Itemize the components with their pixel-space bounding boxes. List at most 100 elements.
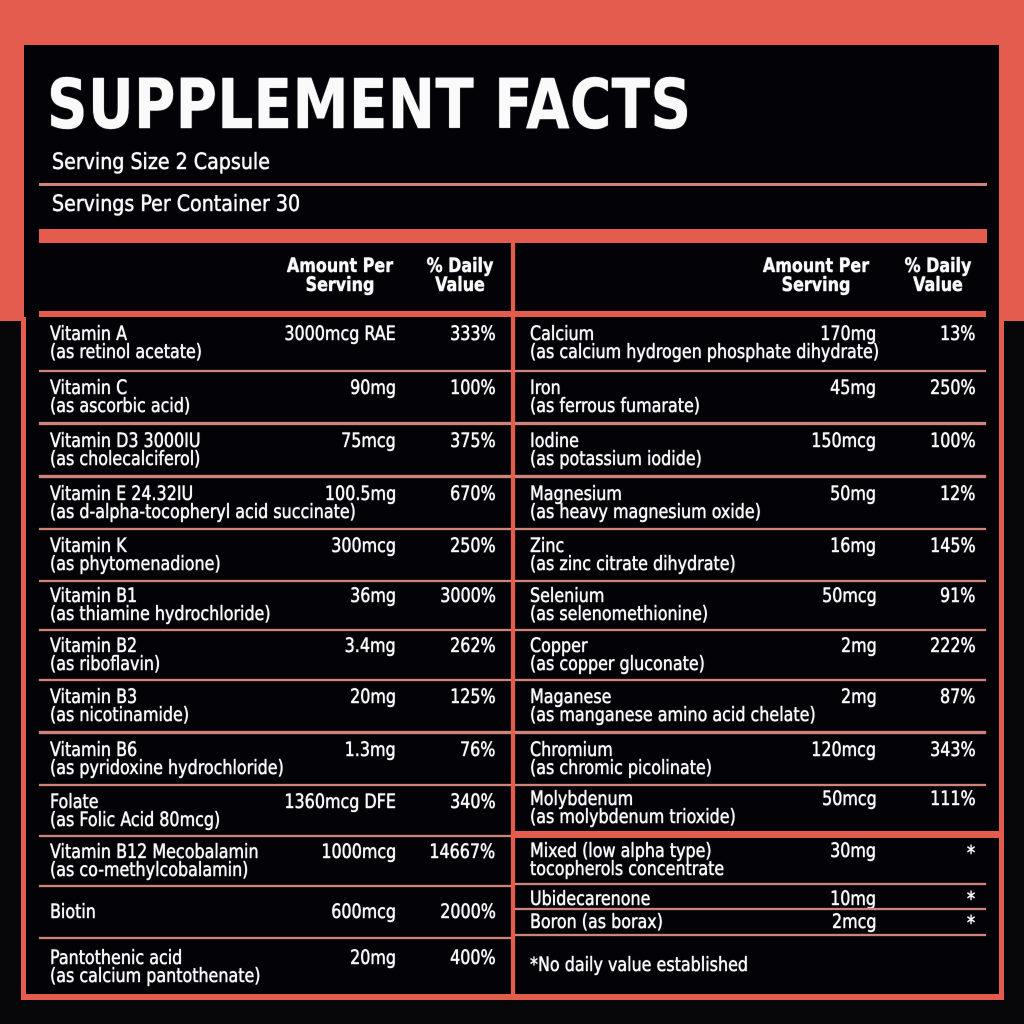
nutrient-name: Vitamin B2 bbox=[50, 634, 138, 657]
row-divider bbox=[38, 528, 511, 531]
nutrient-source: (as heavy magnesium oxide) bbox=[529, 499, 761, 523]
row-divider bbox=[38, 731, 511, 734]
nutrient-daily-value: 400% bbox=[449, 945, 496, 969]
nutrient-daily-value: * bbox=[966, 911, 976, 936]
nutrient-name: Zinc bbox=[529, 533, 565, 557]
nutrient-source: (as Folic Acid 80mcg) bbox=[50, 807, 221, 831]
nutrient-amount: 50mcg bbox=[821, 787, 877, 811]
row-divider bbox=[38, 884, 511, 887]
nutrient-daily-value: 87% bbox=[939, 685, 976, 709]
nutrient-daily-value: 222% bbox=[929, 634, 976, 658]
nutrient-amount: 45mg bbox=[830, 376, 877, 400]
table-row: Magnesium (as heavy magnesium oxide) 50mg… bbox=[515, 478, 999, 528]
nutrient-daily-value: 670% bbox=[449, 481, 496, 505]
table-frame-left bbox=[20, 317, 26, 1000]
nutrient-name: Vitamin B6 bbox=[50, 737, 138, 761]
header-bar bbox=[38, 228, 987, 243]
table-row: Mixed (low alpha type) tocopherols concen… bbox=[515, 838, 999, 883]
row-divider bbox=[514, 628, 987, 631]
nutrient-name: Selenium bbox=[529, 584, 605, 608]
nutrient-daily-value: 375% bbox=[449, 429, 496, 453]
nutrient-amount: 30mg bbox=[830, 839, 877, 863]
nutrient-name: Mixed (low alpha type) bbox=[529, 839, 712, 863]
nutrient-amount: 1000mcg bbox=[321, 840, 396, 864]
table-row: Pantothenic acid (as calcium pantothenate… bbox=[26, 939, 511, 994]
nutrient-daily-value: 262% bbox=[449, 634, 496, 658]
nutrient-amount: 50mcg bbox=[821, 584, 877, 608]
nutrient-amount: 300mcg bbox=[331, 534, 396, 558]
nutrient-amount: 2mcg bbox=[831, 909, 877, 933]
nutrient-name: Boron (as borax) bbox=[529, 909, 663, 933]
nutrient-source: (as thiamine hydrochloride) bbox=[50, 602, 271, 626]
servings-per-container: Servings Per Container 30 bbox=[52, 190, 301, 217]
row-divider bbox=[38, 936, 511, 939]
nutrient-daily-value: 145% bbox=[929, 534, 976, 558]
nutrient-source: (as ascorbic acid) bbox=[50, 394, 191, 418]
row-divider bbox=[514, 883, 987, 886]
table-row: Ubidecarenone 10mg * bbox=[515, 885, 999, 910]
table-row: Vitamin B12 Mecobalamin (as co-methylcoba… bbox=[26, 837, 511, 884]
nutrient-name: Calcium bbox=[529, 322, 595, 346]
nutrient-name: Magnesium bbox=[529, 481, 622, 505]
column-header-amount-left: Amount Per Serving bbox=[286, 254, 394, 296]
nutrient-amount: 100.5mg bbox=[324, 481, 397, 505]
table-frame-right bbox=[998, 318, 1004, 1000]
nutrient-source: (as manganese amino acid chelate) bbox=[529, 703, 816, 727]
nutrient-amount: 2mg bbox=[840, 685, 877, 709]
nutrient-daily-value: 13% bbox=[939, 322, 976, 346]
nutrient-name: Pantothenic acid bbox=[50, 945, 183, 969]
nutrient-daily-value: 2000% bbox=[439, 899, 496, 923]
nutrient-source: (as pyridoxine hydrochloride) bbox=[50, 755, 284, 779]
table-row: Molybdenum (as molybdenum trioxide) 50mcg… bbox=[515, 786, 999, 831]
row-divider bbox=[38, 679, 511, 682]
nutrient-amount: 2mg bbox=[840, 634, 877, 658]
nutrient-source: (as potassium iodide) bbox=[529, 447, 702, 471]
nutrient-name: Molybdenum bbox=[529, 787, 634, 811]
nutrient-source: (as copper gluconate) bbox=[529, 652, 705, 675]
nutrient-amount: 1.3mg bbox=[344, 737, 396, 761]
nutrient-amount: 150mcg bbox=[811, 429, 877, 453]
table-row: Biotin 600mcg 2000% bbox=[26, 887, 511, 937]
nutrient-amount: 3000mcg RAE bbox=[284, 322, 396, 346]
nutrient-name: Vitamin B3 bbox=[50, 685, 138, 709]
nutrient-amount: 75mcg bbox=[341, 429, 396, 453]
nutrient-name: Iodine bbox=[529, 429, 579, 453]
nutrient-source: (as d-alpha-tocopheryl acid succinate) bbox=[50, 499, 356, 523]
nutrient-name: Vitamin C bbox=[50, 376, 128, 400]
nutrient-name: Ubidecarenone bbox=[529, 886, 651, 910]
table-row: Vitamin C (as ascorbic acid) 90mg 100% bbox=[26, 372, 511, 422]
table-row: Vitamin E 24.32IU (as d-alpha-tocopheryl … bbox=[26, 478, 511, 528]
nutrient-amount: 20mg bbox=[350, 685, 396, 709]
nutrient-source: (as nicotinamide) bbox=[50, 703, 190, 727]
nutrient-name: Folate bbox=[50, 789, 99, 813]
table-row: Vitamin K (as phytomenadione) 300mcg 250% bbox=[26, 530, 511, 579]
row-divider bbox=[514, 528, 987, 531]
nutrient-source: (as riboflavin) bbox=[50, 652, 161, 675]
nutrient-daily-value: 100% bbox=[929, 429, 976, 453]
row-divider bbox=[514, 475, 987, 478]
nutrient-amount: 90mg bbox=[350, 376, 396, 400]
nutrient-daily-value: 100% bbox=[449, 376, 496, 400]
nutrient-name: Biotin bbox=[50, 899, 96, 923]
nutrient-source: (as phytomenadione) bbox=[50, 551, 221, 575]
nutrient-amount: 600mcg bbox=[331, 899, 396, 923]
nutrient-source: (as retinol acetate) bbox=[50, 340, 202, 364]
nutrient-source: (as molybdenum trioxide) bbox=[529, 805, 736, 829]
nutrient-daily-value: 111% bbox=[929, 787, 976, 811]
table-row: Folate (as Folic Acid 80mcg) 1360mcg DFE … bbox=[26, 786, 511, 835]
nutrient-name: Vitamin E 24.32IU bbox=[50, 481, 194, 505]
row-divider bbox=[38, 835, 511, 838]
table-row: Maganese (as manganese amino acid chelate… bbox=[515, 681, 999, 731]
nutrient-daily-value: 333% bbox=[449, 322, 496, 346]
nutrient-name: Vitamin D3 3000IU bbox=[50, 429, 201, 453]
center-divider bbox=[511, 243, 515, 995]
row-divider bbox=[514, 933, 987, 936]
nutrient-amount: 120mcg bbox=[811, 737, 877, 761]
nutrient-amount: 170mg bbox=[820, 322, 877, 346]
table-row: Calcium (as calcium hydrogen phosphate di… bbox=[515, 317, 999, 369]
table-row: Zinc (as zinc citrate dihydrate) 16mg 145… bbox=[515, 530, 999, 579]
footnote-text: *No daily value established bbox=[529, 953, 748, 977]
nutrient-name: Vitamin B1 bbox=[50, 584, 138, 608]
serving-size: Serving Size 2 Capsule bbox=[52, 148, 270, 175]
nutrient-daily-value: 12% bbox=[939, 481, 976, 505]
